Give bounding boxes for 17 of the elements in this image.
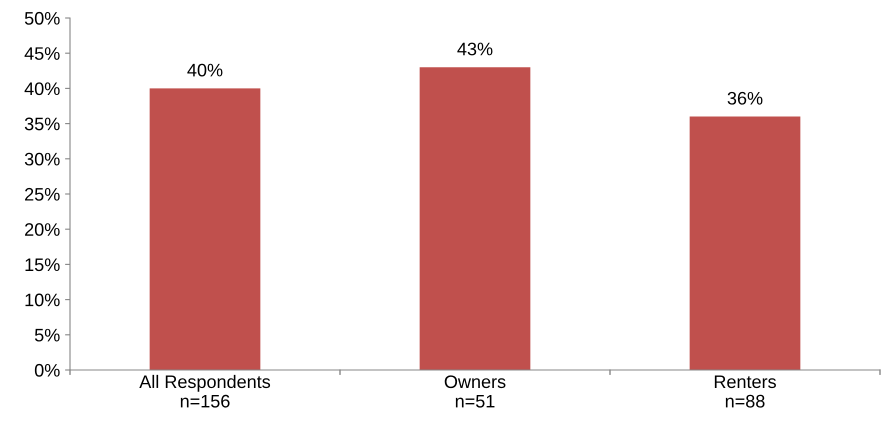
y-tick-label: 25% — [25, 188, 60, 201]
y-tick-label: 10% — [26, 294, 60, 306]
x-tick-label: All Respondents n=156 — [139, 374, 270, 408]
y-tick-label: 15% — [26, 258, 60, 272]
data-label: 43% — [457, 42, 492, 56]
y-tick-label: 20% — [25, 223, 60, 236]
x-tick-label: Owners n=51 — [444, 375, 506, 408]
y-tick-label: 45% — [24, 47, 60, 60]
y-tick-label: 40% — [24, 82, 60, 96]
y-tick-label: 30% — [24, 152, 60, 166]
y-tick-label: 35% — [24, 118, 60, 130]
data-label: 40% — [187, 64, 222, 76]
data-label: 36% — [728, 92, 762, 105]
y-tick-label: 50% — [24, 12, 60, 25]
y-tick-label: 0% — [34, 364, 60, 377]
x-tick-label: Renters n=88 — [714, 376, 776, 408]
y-tick-label: 5% — [34, 328, 60, 342]
